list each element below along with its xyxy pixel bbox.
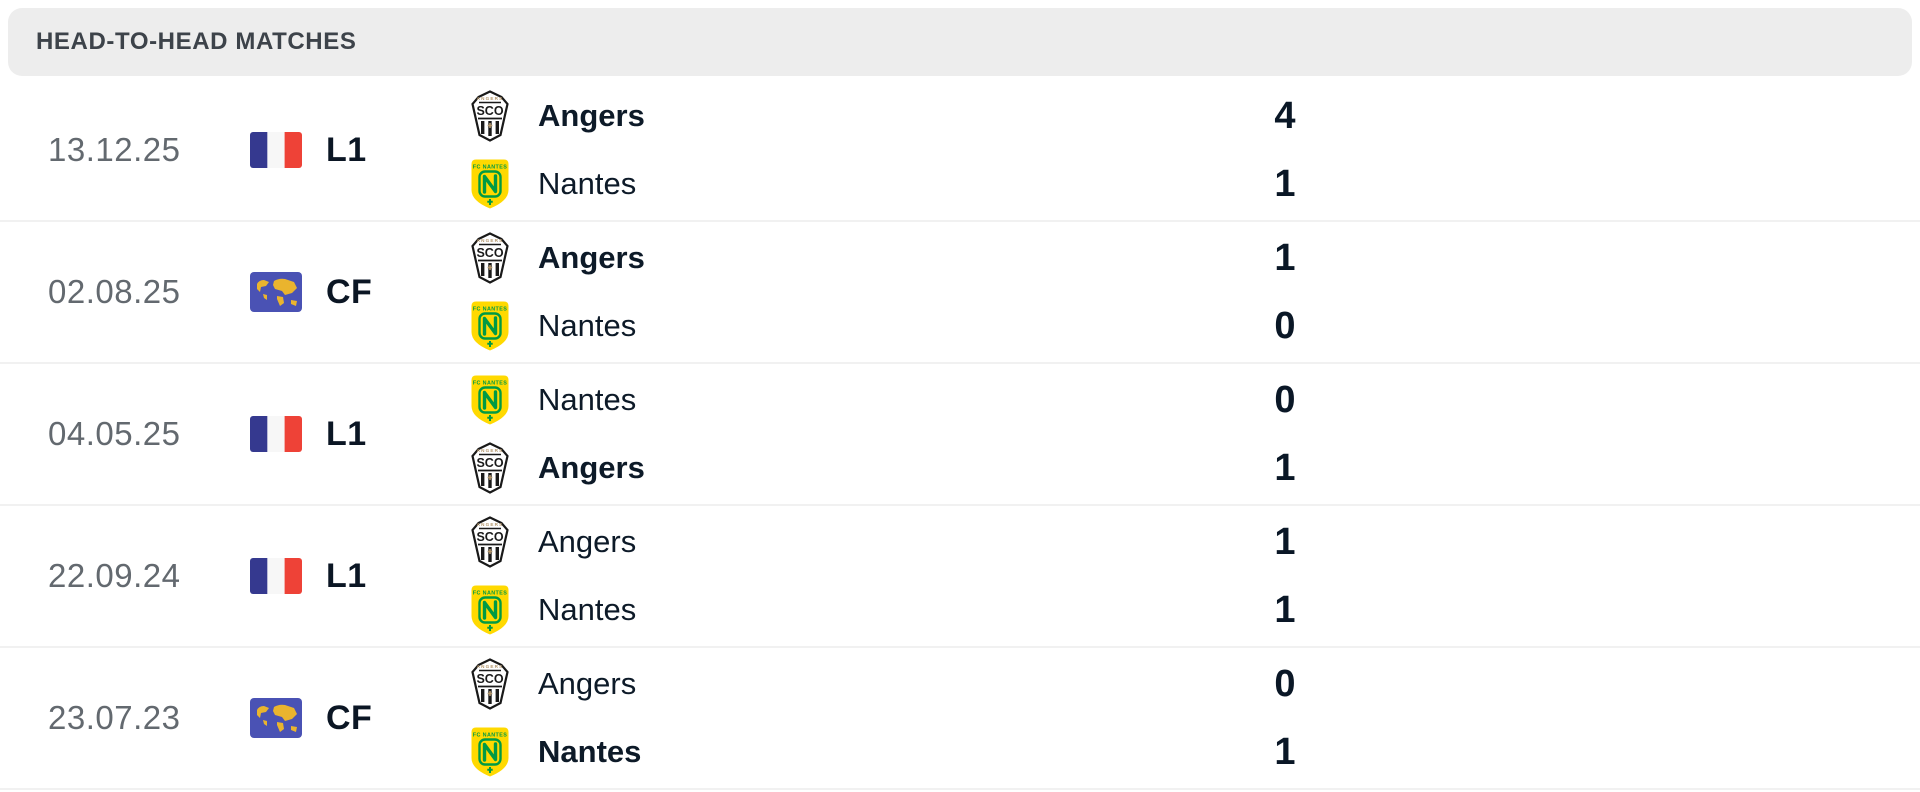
row-filler — [1340, 506, 1920, 646]
team-score: 0 — [1274, 378, 1296, 421]
head-to-head-header: HEAD-TO-HEAD MATCHES — [8, 8, 1912, 76]
competition-cell: CF — [250, 222, 470, 362]
competition-code: L1 — [326, 556, 367, 595]
competition-cell: CF — [250, 648, 470, 788]
competition-code: CF — [326, 272, 373, 311]
world-map-icon — [250, 272, 302, 312]
competition-code: L1 — [326, 130, 367, 169]
nantes-logo — [470, 584, 510, 636]
angers-sco-logo — [470, 516, 510, 568]
section-title: HEAD-TO-HEAD MATCHES — [36, 28, 357, 55]
team-line: Nantes — [470, 150, 1230, 218]
france-flag-icon — [250, 132, 302, 168]
competition-cell: L1 — [250, 506, 470, 646]
competition-code: CF — [326, 698, 373, 737]
team-line: Nantes — [470, 366, 1230, 434]
teams-cell: Nantes Angers — [470, 364, 1230, 504]
france-flag-icon — [250, 416, 302, 452]
competition-code: L1 — [326, 414, 367, 453]
match-date: 23.07.23 — [48, 699, 181, 736]
competition-cell: L1 — [250, 80, 470, 220]
team-score: 1 — [1274, 236, 1296, 279]
team-name: Nantes — [538, 734, 642, 769]
teams-cell: Angers Nantes — [470, 222, 1230, 362]
team-score: 1 — [1274, 588, 1296, 631]
team-name: Angers — [538, 98, 645, 133]
team-score: 1 — [1274, 162, 1296, 205]
match-date: 22.09.24 — [48, 557, 181, 594]
team-name: Nantes — [538, 308, 637, 343]
match-date: 02.08.25 — [48, 273, 181, 310]
row-filler — [1340, 364, 1920, 504]
angers-sco-logo — [470, 442, 510, 494]
world-map-icon — [250, 698, 302, 738]
team-name: Nantes — [538, 166, 637, 201]
team-score: 0 — [1274, 304, 1296, 347]
match-date: 13.12.25 — [48, 131, 181, 168]
team-name: Angers — [538, 666, 637, 701]
team-line: Angers — [470, 508, 1230, 576]
nantes-logo — [470, 300, 510, 352]
team-score: 1 — [1274, 446, 1296, 489]
teams-cell: Angers Nantes — [470, 506, 1230, 646]
team-score: 0 — [1274, 662, 1296, 705]
team-line: Nantes — [470, 292, 1230, 360]
match-date: 04.05.25 — [48, 415, 181, 452]
team-line: Angers — [470, 224, 1230, 292]
teams-cell: Angers Nantes — [470, 648, 1230, 788]
row-filler — [1340, 648, 1920, 788]
team-name: Angers — [538, 240, 645, 275]
team-name: Nantes — [538, 382, 637, 417]
teams-cell: Angers Nantes — [470, 80, 1230, 220]
team-line: Nantes — [470, 718, 1230, 786]
angers-sco-logo — [470, 90, 510, 142]
row-filler — [1340, 222, 1920, 362]
competition-cell: L1 — [250, 364, 470, 504]
nantes-logo — [470, 726, 510, 778]
team-line: Angers — [470, 82, 1230, 150]
nantes-logo — [470, 374, 510, 426]
team-score: 4 — [1274, 94, 1296, 137]
team-line: Angers — [470, 434, 1230, 502]
angers-sco-logo — [470, 232, 510, 284]
team-score: 1 — [1274, 520, 1296, 563]
team-line: Angers — [470, 650, 1230, 718]
france-flag-icon — [250, 558, 302, 594]
team-name: Angers — [538, 450, 645, 485]
team-name: Nantes — [538, 592, 637, 627]
team-line: Nantes — [470, 576, 1230, 644]
nantes-logo — [470, 158, 510, 210]
angers-sco-logo — [470, 658, 510, 710]
team-name: Angers — [538, 524, 637, 559]
team-score: 1 — [1274, 730, 1296, 773]
row-filler — [1340, 80, 1920, 220]
